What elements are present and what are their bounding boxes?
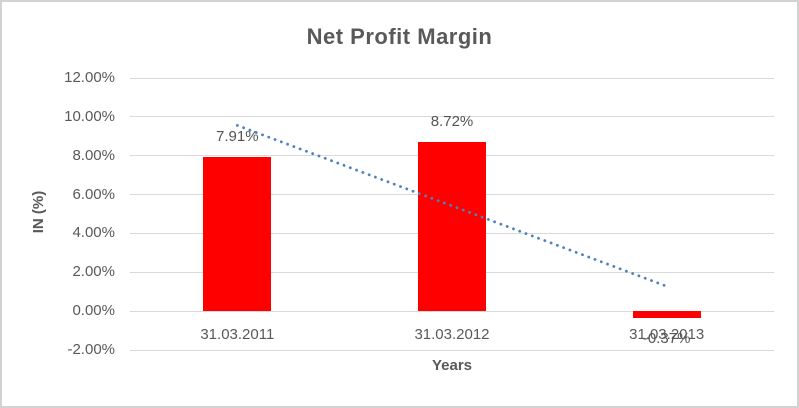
y-axis-tick-label: 2.00% (72, 263, 115, 281)
y-axis-tick-label: 0.00% (72, 302, 115, 320)
y-axis-tick-label: -2.00% (67, 341, 115, 358)
x-category-label: 31.03.2013 (629, 326, 705, 344)
bar-31.03.2012 (418, 141, 486, 312)
x-category-label: 31.03.2011 (200, 326, 275, 344)
bar-31.03.2011 (203, 157, 272, 312)
y-axis-tick-label: 6.00% (72, 185, 115, 203)
gridline (130, 349, 774, 351)
y-axis-tick-label: 8.00% (72, 146, 115, 164)
gridline (130, 77, 774, 79)
chart-title: Net Profit Margin (306, 24, 493, 49)
y-axis-tick-label: 4.00% (72, 224, 115, 242)
bar-data-label: 8.72% (430, 112, 474, 130)
x-category-label: 31.03.2012 (414, 326, 490, 344)
x-axis-title: Years (431, 357, 473, 374)
gridline (130, 116, 774, 118)
bar-31.03.2013 (632, 311, 701, 319)
bar-data-label: -0.37% (642, 330, 691, 348)
gridline (130, 310, 774, 312)
y-axis-tick-label: 12.00% (64, 69, 115, 86)
bar-data-label: 7.91% (216, 128, 259, 146)
y-axis-tick-label: 10.00% (64, 107, 115, 125)
